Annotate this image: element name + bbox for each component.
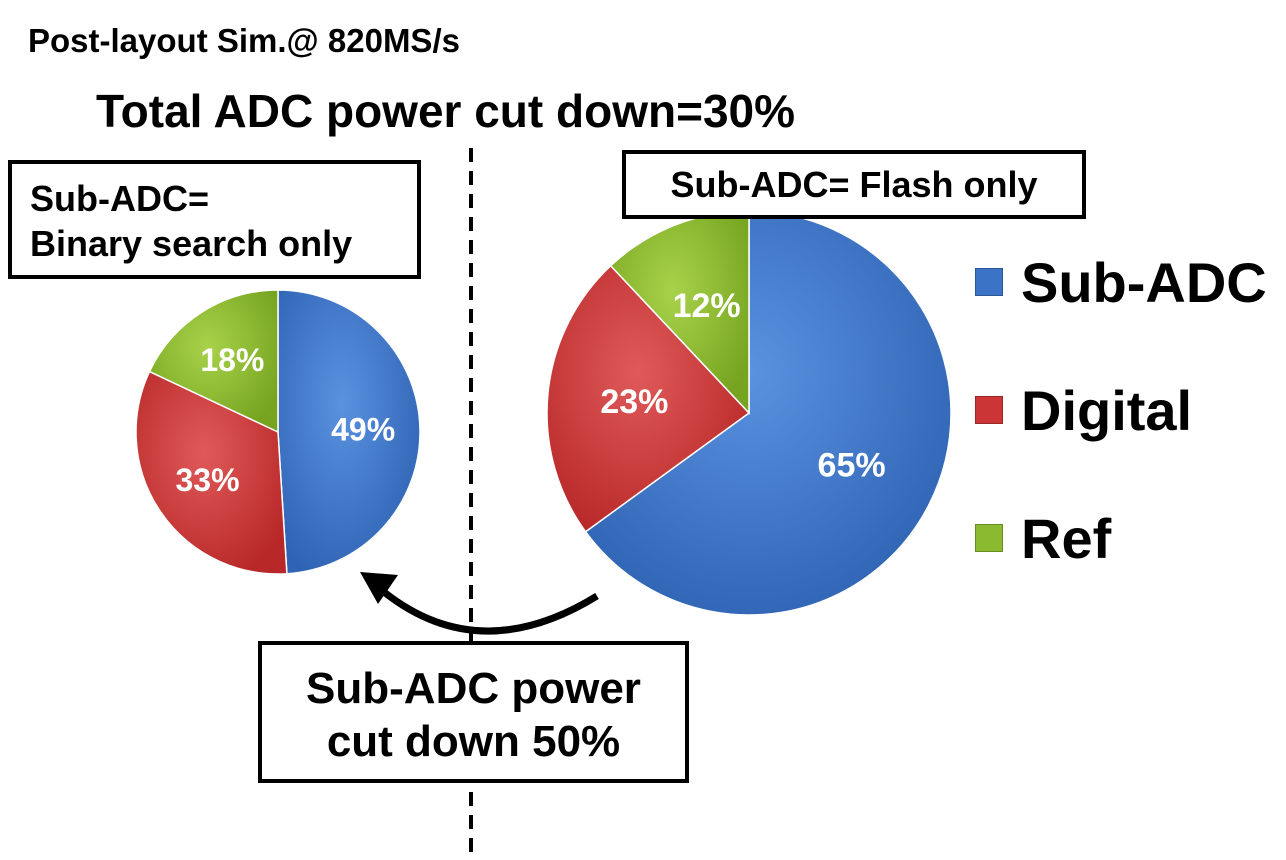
flash-label: Sub-ADC= Flash only: [670, 164, 1038, 205]
legend-swatch-digital: [975, 396, 1003, 424]
arrow-head-icon: [360, 572, 398, 604]
binary-search-label-line1: Sub-ADC=: [30, 178, 209, 219]
pie-0-label-digital: 33%: [176, 462, 240, 498]
pie-flash: 65% 23% 12%: [546, 210, 952, 616]
binary-search-label-box: Sub-ADC= Binary search only: [8, 160, 421, 279]
power-cut-box: Sub-ADC power cut down 50%: [258, 641, 689, 783]
legend-swatch-ref: [975, 524, 1003, 552]
legend-item-ref: Ref: [975, 506, 1112, 570]
pie-0-slice-ref: [148, 289, 279, 434]
pie-binary-search: 49% 33% 18%: [135, 289, 421, 575]
legend-item-digital: Digital: [975, 378, 1193, 442]
pie-1-label-digital: 23%: [600, 383, 668, 421]
legend-label-sub-adc: Sub-ADC: [1021, 250, 1267, 314]
pie-0-label-sub-adc: 49%: [331, 411, 395, 447]
curved-arrow: [381, 589, 599, 635]
legend-label-digital: Digital: [1021, 378, 1193, 442]
pie-0-slice-sub-adc: [277, 289, 421, 575]
flash-label-box: Sub-ADC= Flash only: [622, 150, 1086, 219]
legend-item-sub-adc: Sub-ADC: [975, 250, 1267, 314]
subtitle: Post-layout Sim.@ 820MS/s: [28, 22, 460, 59]
power-cut-line1: Sub-ADC power: [306, 664, 641, 713]
pie-0-label-ref: 18%: [200, 342, 264, 378]
power-cut-line2: cut down 50%: [326, 717, 621, 766]
pie-1-label-sub-adc: 65%: [818, 446, 886, 484]
pie-1-slice-digital: [546, 264, 751, 533]
pie-1-label-ref: 12%: [673, 287, 741, 325]
page-title: Total ADC power cut down=30%: [96, 85, 796, 137]
legend-label-ref: Ref: [1021, 506, 1112, 570]
binary-search-label-line2: Binary search only: [30, 223, 353, 264]
legend-swatch-sub-adc: [975, 268, 1003, 296]
pie-1-slice-sub-adc: [584, 210, 952, 616]
pie-0-slice-digital: [135, 370, 288, 575]
